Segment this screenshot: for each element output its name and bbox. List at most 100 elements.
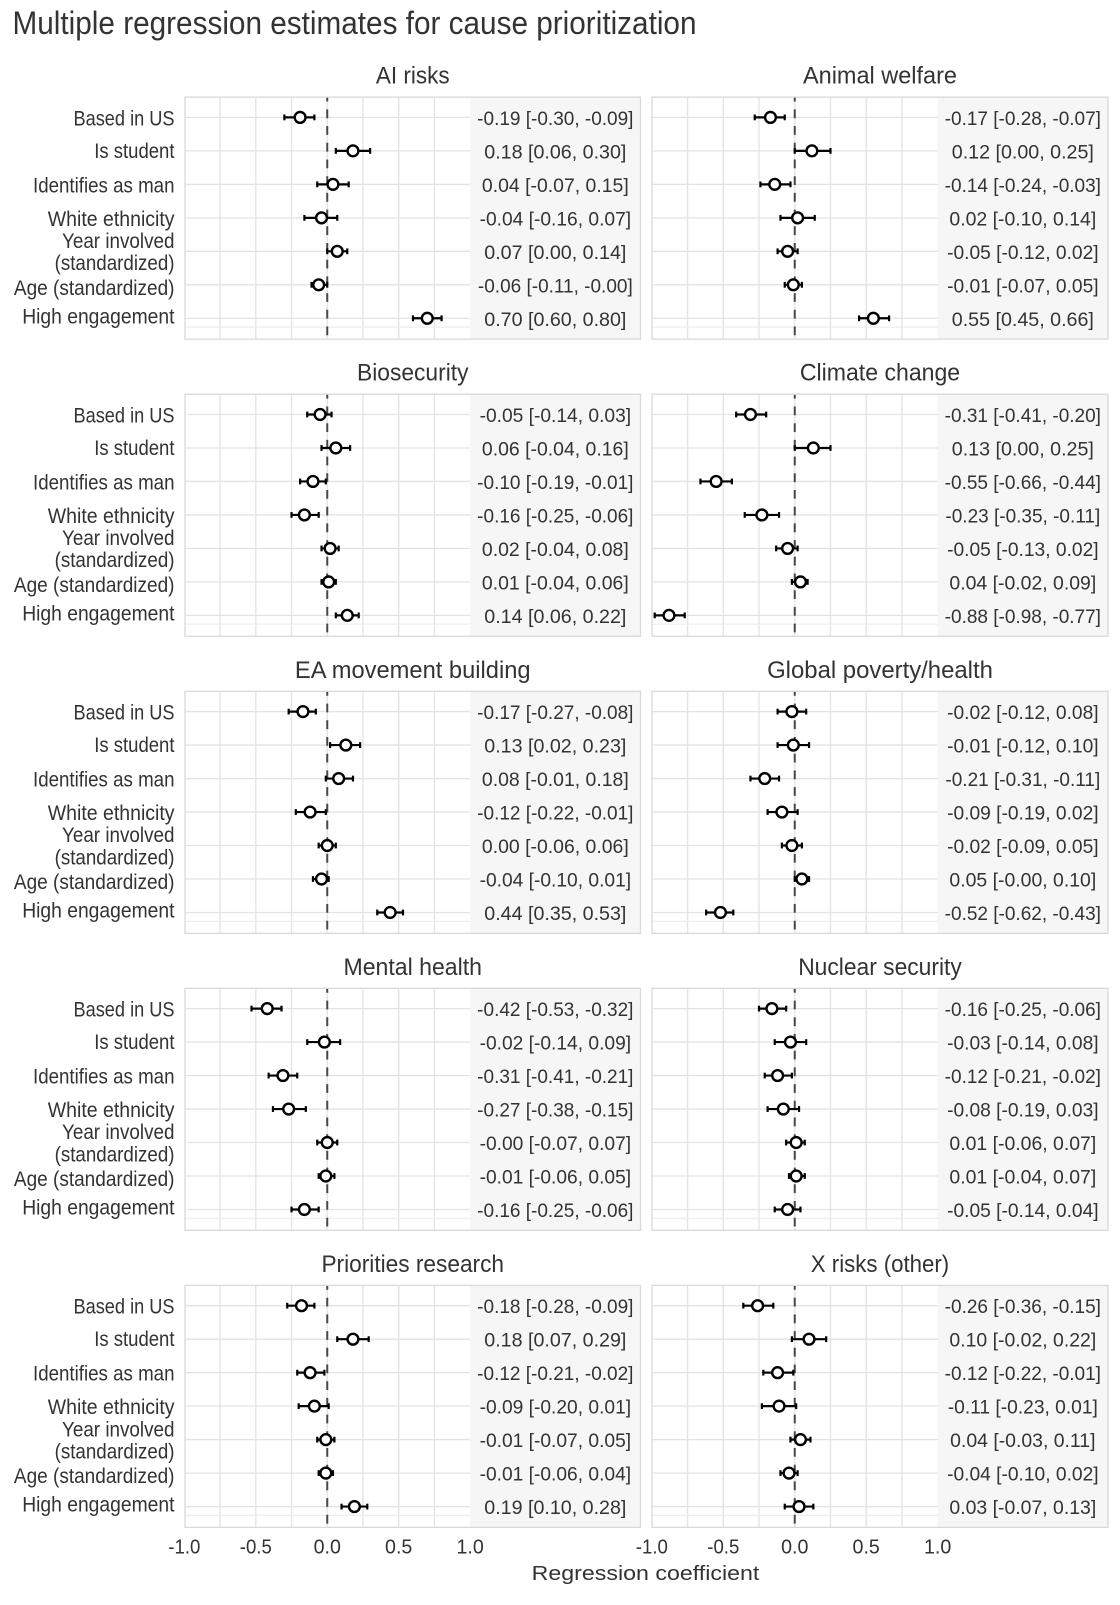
svg-text:0.44 [0.35, 0.53]: 0.44 [0.35, 0.53] — [484, 903, 626, 925]
svg-text:0.10 [-0.02, 0.22]: 0.10 [-0.02, 0.22] — [949, 1330, 1096, 1352]
svg-text:-0.01 [-0.07, 0.05]: -0.01 [-0.07, 0.05] — [947, 275, 1099, 297]
svg-text:-0.17 [-0.28, -0.07]: -0.17 [-0.28, -0.07] — [945, 108, 1101, 130]
svg-text:White ethnicity: White ethnicity — [48, 1396, 175, 1419]
svg-text:0.04 [-0.02, 0.09]: 0.04 [-0.02, 0.09] — [949, 572, 1096, 594]
svg-text:(standardized): (standardized) — [55, 1440, 175, 1463]
svg-text:-0.04 [-0.16, 0.07]: -0.04 [-0.16, 0.07] — [480, 208, 632, 230]
svg-text:Year involved: Year involved — [62, 824, 175, 847]
svg-text:0.19 [0.10, 0.28]: 0.19 [0.10, 0.28] — [484, 1497, 626, 1519]
svg-text:High engagement: High engagement — [22, 305, 175, 328]
svg-text:0.04 [-0.07, 0.15]: 0.04 [-0.07, 0.15] — [482, 175, 629, 197]
svg-text:-0.23 [-0.35, -0.11]: -0.23 [-0.35, -0.11] — [945, 505, 1100, 527]
svg-text:0.5: 0.5 — [853, 1537, 880, 1559]
svg-text:Is student: Is student — [94, 1031, 174, 1054]
svg-text:Year involved: Year involved — [62, 527, 175, 550]
svg-text:Biosecurity: Biosecurity — [357, 360, 469, 387]
svg-text:Based in US: Based in US — [74, 1296, 175, 1319]
svg-text:0.14 [0.06, 0.22]: 0.14 [0.06, 0.22] — [484, 606, 626, 628]
svg-text:Is student: Is student — [94, 1328, 174, 1351]
svg-text:-0.17 [-0.27, -0.08]: -0.17 [-0.27, -0.08] — [477, 702, 633, 724]
svg-text:-0.00 [-0.07, 0.07]: -0.00 [-0.07, 0.07] — [480, 1133, 632, 1155]
svg-text:Priorities research: Priorities research — [321, 1251, 504, 1278]
svg-text:-0.08 [-0.19, 0.03]: -0.08 [-0.19, 0.03] — [947, 1100, 1099, 1122]
svg-text:Regression coefficient: Regression coefficient — [532, 1562, 760, 1585]
svg-text:-0.16 [-0.25, -0.06]: -0.16 [-0.25, -0.06] — [477, 1200, 633, 1222]
svg-text:Nuclear security: Nuclear security — [798, 954, 962, 981]
svg-text:-0.05 [-0.12, 0.02]: -0.05 [-0.12, 0.02] — [947, 242, 1099, 264]
svg-text:Based in US: Based in US — [74, 107, 175, 130]
svg-text:-0.10 [-0.19, -0.01]: -0.10 [-0.19, -0.01] — [477, 472, 633, 494]
svg-text:-0.52 [-0.62, -0.43]: -0.52 [-0.62, -0.43] — [945, 903, 1101, 925]
svg-text:Identifies as man: Identifies as man — [33, 1363, 175, 1386]
svg-text:Is student: Is student — [94, 437, 174, 460]
svg-text:-0.16 [-0.25, -0.06]: -0.16 [-0.25, -0.06] — [477, 505, 633, 527]
svg-text:White ethnicity: White ethnicity — [48, 802, 175, 825]
svg-text:High engagement: High engagement — [22, 1196, 175, 1219]
svg-text:Age (standardized): Age (standardized) — [14, 1465, 175, 1488]
svg-text:0.5: 0.5 — [385, 1537, 412, 1559]
svg-text:0.0: 0.0 — [781, 1537, 808, 1559]
svg-text:0.04 [-0.03, 0.11]: 0.04 [-0.03, 0.11] — [950, 1430, 1095, 1452]
svg-text:-1.0: -1.0 — [636, 1537, 668, 1559]
svg-text:-0.55 [-0.66, -0.44]: -0.55 [-0.66, -0.44] — [945, 472, 1101, 494]
svg-text:-0.88 [-0.98, -0.77]: -0.88 [-0.98, -0.77] — [945, 606, 1101, 628]
svg-text:-1.0: -1.0 — [168, 1537, 200, 1559]
svg-text:-0.12 [-0.21, -0.02]: -0.12 [-0.21, -0.02] — [945, 1066, 1101, 1088]
svg-text:EA movement building: EA movement building — [295, 657, 531, 684]
svg-text:-0.01 [-0.12, 0.10]: -0.01 [-0.12, 0.10] — [947, 736, 1099, 758]
svg-text:0.00 [-0.06, 0.06]: 0.00 [-0.06, 0.06] — [482, 836, 629, 858]
svg-text:-0.01 [-0.07, 0.05]: -0.01 [-0.07, 0.05] — [480, 1430, 632, 1452]
svg-text:Age (standardized): Age (standardized) — [14, 871, 175, 894]
svg-text:High engagement: High engagement — [22, 899, 175, 922]
svg-text:(standardized): (standardized) — [55, 549, 175, 572]
svg-text:-0.05 [-0.14, 0.04]: -0.05 [-0.14, 0.04] — [947, 1200, 1099, 1222]
svg-text:0.08 [-0.01, 0.18]: 0.08 [-0.01, 0.18] — [482, 769, 629, 791]
svg-text:-0.16 [-0.25, -0.06]: -0.16 [-0.25, -0.06] — [945, 999, 1101, 1021]
svg-text:Global poverty/health: Global poverty/health — [767, 657, 993, 684]
svg-text:Climate change: Climate change — [800, 360, 960, 387]
svg-text:Age (standardized): Age (standardized) — [14, 277, 175, 300]
svg-text:-0.11 [-0.23, 0.01]: -0.11 [-0.23, 0.01] — [948, 1397, 1098, 1419]
svg-text:0.02 [-0.10, 0.14]: 0.02 [-0.10, 0.14] — [949, 208, 1096, 230]
svg-text:0.18 [0.06, 0.30]: 0.18 [0.06, 0.30] — [484, 141, 626, 163]
svg-text:High engagement: High engagement — [22, 1494, 175, 1517]
svg-text:0.18 [0.07, 0.29]: 0.18 [0.07, 0.29] — [484, 1330, 626, 1352]
svg-text:0.0: 0.0 — [314, 1537, 341, 1559]
svg-text:-0.05 [-0.13, 0.02]: -0.05 [-0.13, 0.02] — [947, 539, 1099, 561]
svg-text:-0.12 [-0.22, -0.01]: -0.12 [-0.22, -0.01] — [945, 1363, 1101, 1385]
svg-text:-0.12 [-0.22, -0.01]: -0.12 [-0.22, -0.01] — [477, 803, 633, 825]
svg-text:Based in US: Based in US — [74, 702, 175, 725]
svg-text:-0.12 [-0.21, -0.02]: -0.12 [-0.21, -0.02] — [477, 1363, 633, 1385]
svg-text:-0.01 [-0.06, 0.05]: -0.01 [-0.06, 0.05] — [480, 1167, 632, 1189]
svg-text:0.05 [-0.00, 0.10]: 0.05 [-0.00, 0.10] — [949, 870, 1096, 892]
svg-text:0.13 [0.02, 0.23]: 0.13 [0.02, 0.23] — [484, 736, 626, 758]
svg-text:-0.5: -0.5 — [707, 1537, 739, 1559]
svg-text:-0.31 [-0.41, -0.21]: -0.31 [-0.41, -0.21] — [477, 1066, 633, 1088]
svg-text:Year involved: Year involved — [62, 1418, 175, 1441]
svg-text:-0.26 [-0.36, -0.15]: -0.26 [-0.36, -0.15] — [945, 1296, 1101, 1318]
svg-text:High engagement: High engagement — [22, 602, 175, 625]
svg-text:White ethnicity: White ethnicity — [48, 505, 175, 528]
svg-text:-0.05 [-0.14, 0.03]: -0.05 [-0.14, 0.03] — [480, 405, 632, 427]
svg-text:-0.14 [-0.24, -0.03]: -0.14 [-0.24, -0.03] — [945, 175, 1101, 197]
svg-text:Year involved: Year involved — [62, 230, 175, 253]
svg-text:White ethnicity: White ethnicity — [48, 1099, 175, 1122]
svg-text:-0.42 [-0.53, -0.32]: -0.42 [-0.53, -0.32] — [477, 999, 633, 1021]
svg-text:Is student: Is student — [94, 734, 174, 757]
svg-text:0.06 [-0.04, 0.16]: 0.06 [-0.04, 0.16] — [482, 438, 629, 460]
svg-text:Identifies as man: Identifies as man — [33, 1066, 175, 1089]
svg-text:0.13 [0.00, 0.25]: 0.13 [0.00, 0.25] — [952, 438, 1094, 460]
svg-text:0.70 [0.60, 0.80]: 0.70 [0.60, 0.80] — [484, 309, 626, 331]
svg-text:-0.5: -0.5 — [240, 1537, 272, 1559]
svg-text:0.12 [0.00, 0.25]: 0.12 [0.00, 0.25] — [952, 141, 1094, 163]
svg-text:Multiple regression estimates: Multiple regression estimates for cause … — [13, 5, 697, 41]
svg-text:-0.31 [-0.41, -0.20]: -0.31 [-0.41, -0.20] — [945, 405, 1101, 427]
svg-text:-0.04 [-0.10, 0.01]: -0.04 [-0.10, 0.01] — [480, 870, 632, 892]
svg-text:-0.09 [-0.19, 0.02]: -0.09 [-0.19, 0.02] — [947, 803, 1099, 825]
svg-text:0.55 [0.45, 0.66]: 0.55 [0.45, 0.66] — [952, 309, 1094, 331]
svg-text:AI risks: AI risks — [376, 63, 450, 90]
svg-text:(standardized): (standardized) — [55, 846, 175, 869]
svg-text:Based in US: Based in US — [74, 405, 175, 428]
svg-text:-0.21 [-0.31, -0.11]: -0.21 [-0.31, -0.11] — [945, 769, 1100, 791]
svg-text:0.02 [-0.04, 0.08]: 0.02 [-0.04, 0.08] — [482, 539, 629, 561]
